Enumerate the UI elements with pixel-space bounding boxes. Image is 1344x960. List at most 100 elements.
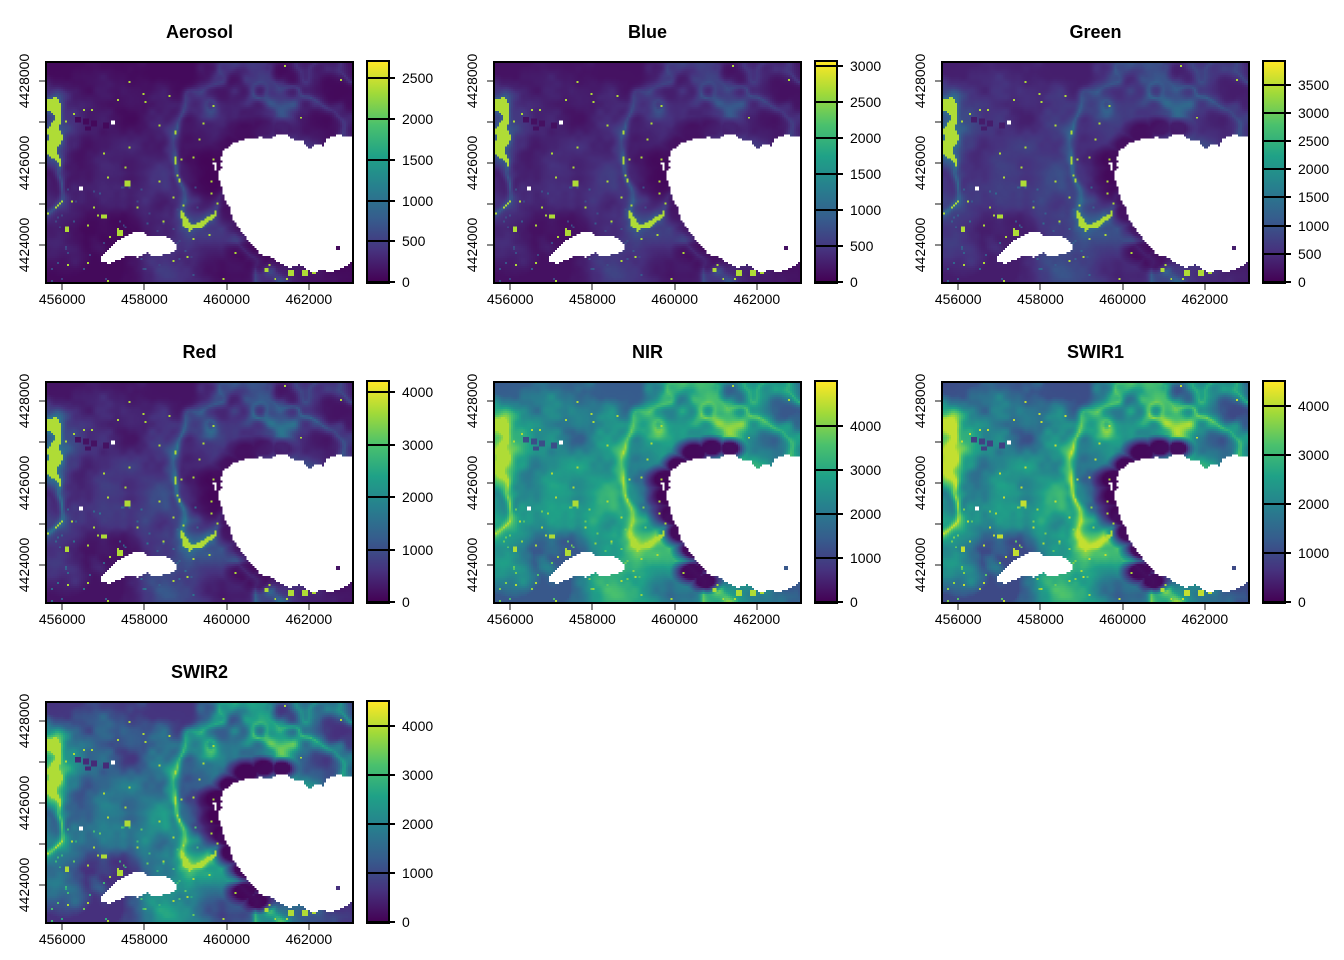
colorbar-gradient — [816, 382, 836, 602]
y-axis-tick-label: 4424000 — [912, 217, 928, 273]
y-axis-minor-tick — [935, 121, 941, 124]
x-axis-tick — [673, 284, 676, 290]
colorbar-tick-label: 0 — [850, 594, 858, 610]
y-axis-tick — [39, 564, 45, 567]
y-axis-tick — [39, 802, 45, 805]
colorbar-tick-label: 3500 — [1298, 76, 1330, 93]
band-panel-swir2: SWIR2 456000 458000 460000 462000 4424000 442… — [0, 640, 448, 960]
y-axis-tick — [39, 80, 45, 83]
y-axis-tick — [39, 720, 45, 723]
x-axis-tick-label: 460000 — [1099, 611, 1146, 627]
colorbar-tick-label: 0 — [1298, 274, 1306, 290]
y-axis-minor-tick — [39, 843, 45, 846]
colorbar-gradient — [368, 702, 388, 922]
colorbar-tick — [816, 208, 843, 211]
colorbar-tick-label: 2000 — [402, 489, 434, 506]
colorbar-tick — [368, 921, 395, 923]
y-axis-minor-tick — [39, 761, 45, 764]
colorbar-tick-label: 500 — [1298, 245, 1322, 262]
colorbar-tick — [368, 872, 395, 875]
y-axis-tick-label: 4424000 — [912, 537, 928, 593]
x-axis-tick-label: 458000 — [1017, 291, 1064, 307]
x-axis-tick-label: 460000 — [651, 291, 698, 307]
raster-frame — [941, 61, 1250, 284]
y-axis-tick — [487, 162, 493, 165]
x-axis-tick-label: 462000 — [285, 611, 333, 627]
raster-map — [47, 383, 352, 602]
raster-map — [495, 383, 800, 602]
colorbar-tick-label: 2000 — [402, 111, 434, 128]
colorbar-tick-label: 2000 — [1298, 496, 1330, 513]
x-axis-tick — [957, 284, 960, 290]
colorbar-tick-label: 1000 — [850, 201, 882, 218]
colorbar-tick-label: 3000 — [1298, 447, 1330, 464]
colorbar-tick-label: 2000 — [850, 506, 882, 522]
colorbar-tick — [368, 158, 395, 161]
x-axis-tick-label: 462000 — [733, 611, 781, 627]
colorbar-tick-label: 3000 — [402, 436, 434, 453]
x-axis-tick — [225, 284, 228, 290]
x-axis-tick — [755, 284, 758, 290]
y-axis-tick — [487, 482, 493, 485]
x-axis-tick-label: 462000 — [285, 291, 333, 307]
colorbar-tick — [816, 136, 843, 139]
colorbar-tick-label: 500 — [402, 233, 426, 250]
x-axis-tick-label: 462000 — [1181, 611, 1229, 627]
colorbar-tick-label: 1500 — [1298, 189, 1330, 206]
y-axis-tick-label: 4428000 — [464, 373, 480, 429]
colorbar-tick — [1264, 454, 1291, 457]
raster-frame — [45, 381, 354, 604]
colorbar-tick-label: 500 — [850, 237, 874, 254]
x-axis-tick — [307, 604, 310, 610]
y-axis-tick-label: 4428000 — [16, 693, 32, 749]
colorbar-tick — [1264, 601, 1291, 603]
colorbar-tick-label: 3000 — [1298, 104, 1330, 121]
y-axis-tick-label: 4424000 — [464, 537, 480, 593]
colorbar-tick — [816, 425, 843, 427]
y-axis-tick — [487, 244, 493, 247]
colorbar-tick — [1264, 139, 1291, 142]
y-axis-tick — [39, 482, 45, 485]
colorbar-tick — [1264, 111, 1291, 114]
x-axis-tick — [225, 604, 228, 610]
y-axis-tick-label: 4424000 — [16, 217, 32, 273]
colorbar-tick-label: 1500 — [850, 165, 882, 182]
x-axis-tick — [957, 604, 960, 610]
colorbar-tick — [816, 244, 843, 247]
y-axis-tick-label: 4426000 — [464, 455, 480, 511]
y-axis-minor-tick — [487, 441, 493, 444]
colorbar-tick-label: 3000 — [850, 57, 882, 74]
x-axis-tick-label: 456000 — [486, 291, 534, 307]
colorbar-tick — [368, 774, 395, 777]
x-axis-tick — [307, 924, 310, 930]
y-axis-minor-tick — [935, 441, 941, 444]
colorbar-gradient — [1264, 382, 1284, 602]
band-panel-swir1: SWIR1 456000 458000 460000 462000 4424000 442… — [896, 320, 1344, 640]
colorbar-tick-label: 2500 — [1298, 132, 1330, 149]
y-axis-minor-tick — [487, 121, 493, 124]
x-axis-tick-label: 460000 — [203, 291, 250, 307]
x-axis-tick — [61, 924, 64, 930]
y-axis-tick-label: 4426000 — [16, 455, 32, 511]
colorbar-gradient — [1264, 62, 1284, 282]
x-axis-tick-label: 458000 — [121, 931, 168, 947]
x-axis-tick — [143, 284, 146, 290]
x-axis-tick — [1121, 604, 1124, 610]
colorbar-tick — [816, 100, 843, 103]
colorbar-tick — [368, 496, 395, 499]
colorbar-tick-label: 0 — [402, 914, 410, 930]
x-axis-tick — [509, 604, 512, 610]
y-axis-tick — [487, 564, 493, 567]
x-axis-tick — [307, 284, 310, 290]
x-axis-tick-label: 460000 — [203, 931, 250, 947]
colorbar-tick — [816, 469, 843, 471]
y-axis-tick — [39, 244, 45, 247]
x-axis-tick — [61, 604, 64, 610]
panel-title: Aerosol — [165, 22, 234, 42]
colorbar-tick — [368, 601, 395, 603]
y-axis-tick-label: 4426000 — [912, 455, 928, 511]
y-axis-tick-label: 4424000 — [464, 217, 480, 273]
colorbar-tick-label: 1000 — [1298, 217, 1330, 234]
colorbar-tick — [368, 240, 395, 243]
